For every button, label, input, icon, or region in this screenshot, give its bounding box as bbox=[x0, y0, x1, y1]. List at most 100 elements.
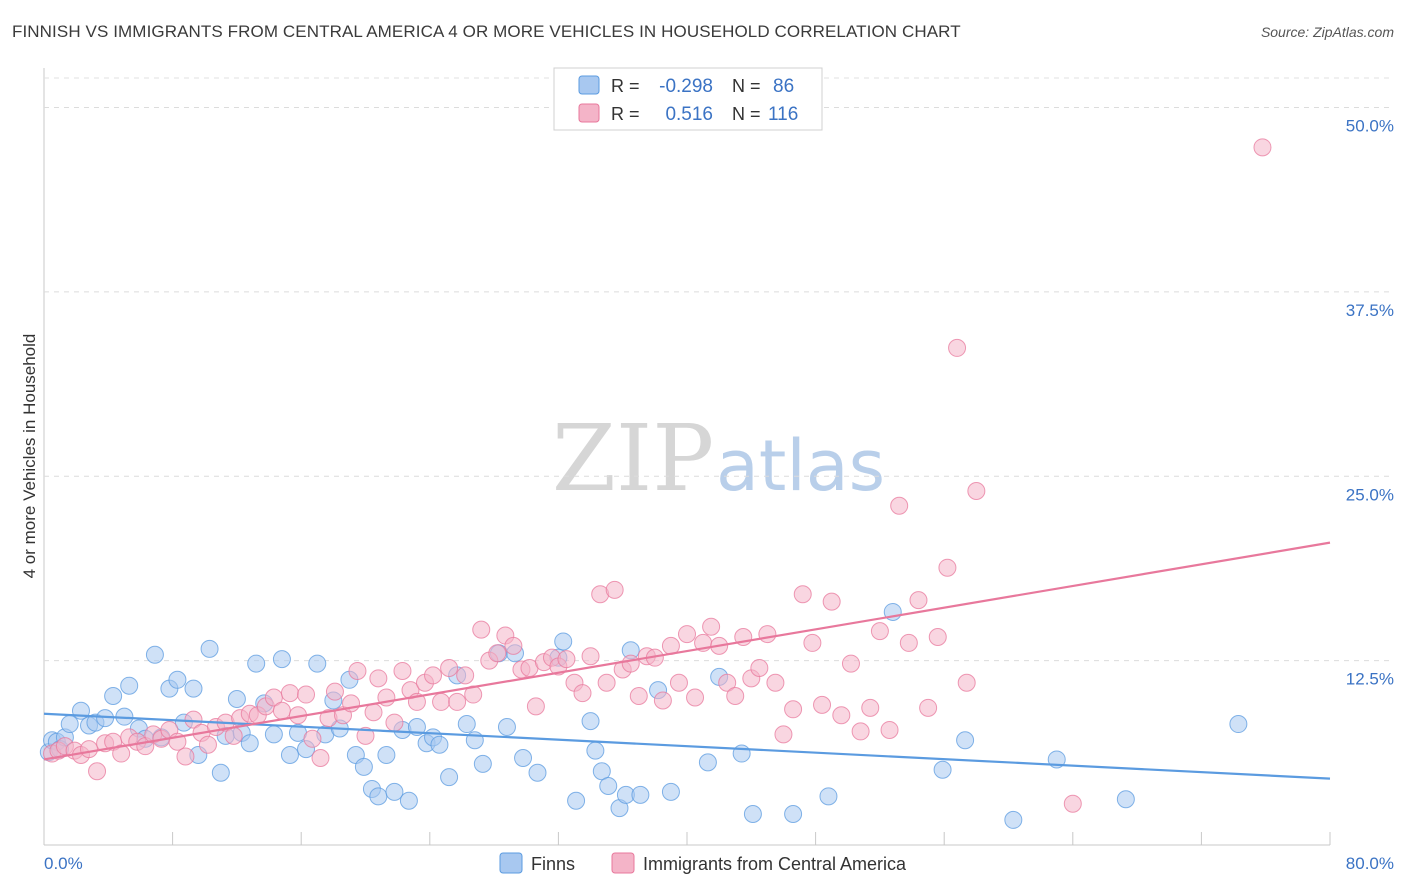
data-point bbox=[280, 746, 299, 765]
data-point bbox=[702, 617, 721, 636]
data-point bbox=[198, 735, 217, 754]
data-point bbox=[726, 687, 745, 706]
data-point bbox=[112, 744, 131, 763]
trend-lines bbox=[43, 541, 1331, 780]
data-point bbox=[88, 762, 107, 781]
data-point bbox=[224, 726, 243, 745]
data-point bbox=[718, 673, 737, 692]
data-point bbox=[272, 701, 291, 720]
data-point bbox=[1063, 794, 1082, 813]
bottom-legend-label-finns: Finns bbox=[531, 854, 575, 874]
data-point bbox=[311, 748, 330, 767]
data-point bbox=[581, 712, 600, 731]
data-point bbox=[432, 692, 451, 711]
y-axis-title: 4 or more Vehicles in Household bbox=[20, 334, 39, 579]
y-tick-label: 25.0% bbox=[1346, 485, 1394, 504]
watermark-zip: ZIP bbox=[552, 405, 714, 512]
data-point bbox=[774, 725, 793, 744]
data-point bbox=[473, 754, 492, 773]
trend-line-finns bbox=[43, 712, 1331, 780]
legend-n-value-immigrants: 116 bbox=[768, 104, 798, 125]
data-point bbox=[948, 338, 967, 357]
data-point bbox=[698, 753, 717, 772]
data-point bbox=[526, 697, 545, 716]
data-point bbox=[448, 692, 467, 711]
data-point bbox=[631, 785, 650, 804]
data-point bbox=[813, 695, 832, 714]
data-point bbox=[567, 791, 586, 810]
data-point bbox=[514, 748, 533, 767]
data-point bbox=[819, 787, 838, 806]
data-point bbox=[581, 647, 600, 666]
data-point bbox=[784, 700, 803, 719]
data-point bbox=[938, 558, 957, 577]
data-point bbox=[211, 763, 230, 782]
data-point bbox=[369, 669, 388, 688]
data-point bbox=[488, 644, 507, 663]
bottom-legend-swatch-immigrants bbox=[611, 852, 635, 874]
data-point bbox=[822, 592, 841, 611]
data-point bbox=[528, 763, 547, 782]
data-point bbox=[861, 698, 880, 717]
trend-line-immigrants bbox=[43, 541, 1331, 761]
chart-title: FINNISH VS IMMIGRANTS FROM CENTRAL AMERI… bbox=[12, 22, 961, 41]
legend-swatch-finns bbox=[578, 75, 600, 95]
data-point bbox=[247, 654, 266, 673]
data-point bbox=[758, 625, 777, 644]
data-point bbox=[456, 666, 475, 685]
data-point bbox=[933, 760, 952, 779]
data-point bbox=[176, 747, 195, 766]
legend-n-label-finns: N = bbox=[732, 76, 761, 96]
legend-n-value-finns: 86 bbox=[773, 76, 794, 97]
data-point bbox=[145, 645, 164, 664]
data-point bbox=[880, 720, 899, 739]
data-point bbox=[264, 725, 283, 744]
data-point bbox=[377, 746, 396, 765]
data-point bbox=[597, 673, 616, 692]
bottom-legend-label-immigrants: Immigrants from Central America bbox=[643, 854, 907, 874]
x-tick-label-max: 80.0% bbox=[1346, 854, 1394, 873]
series-legend: Finns Immigrants from Central America bbox=[499, 852, 907, 874]
data-point bbox=[457, 715, 476, 734]
data-point bbox=[280, 684, 299, 703]
data-point bbox=[653, 691, 672, 710]
data-point bbox=[890, 496, 909, 515]
y-tick-label: 12.5% bbox=[1346, 670, 1394, 689]
data-point bbox=[399, 791, 418, 810]
gridlines bbox=[44, 107, 1394, 662]
x-tick-label-min: 0.0% bbox=[44, 854, 83, 873]
data-point bbox=[184, 679, 203, 698]
watermark: ZIP atlas bbox=[552, 405, 885, 512]
data-point bbox=[803, 633, 822, 652]
data-point bbox=[430, 735, 449, 754]
data-point bbox=[497, 718, 516, 736]
data-point bbox=[629, 687, 648, 706]
data-point bbox=[272, 650, 291, 669]
data-point bbox=[325, 682, 344, 701]
data-point bbox=[1004, 810, 1023, 829]
data-point bbox=[669, 673, 688, 692]
data-point bbox=[440, 659, 459, 677]
data-point bbox=[870, 622, 889, 641]
data-point bbox=[621, 654, 640, 673]
data-point bbox=[554, 632, 573, 651]
data-point bbox=[227, 689, 246, 708]
data-point bbox=[841, 654, 860, 673]
data-point bbox=[661, 782, 680, 801]
data-point bbox=[424, 666, 443, 685]
data-point bbox=[784, 805, 803, 824]
data-point bbox=[369, 787, 388, 806]
data-point bbox=[599, 777, 618, 795]
chart-source: Source: ZipAtlas.com bbox=[1260, 24, 1394, 40]
data-point bbox=[385, 713, 404, 732]
legend-r-value-finns: -0.298 bbox=[659, 76, 713, 97]
data-point bbox=[348, 661, 367, 680]
data-point bbox=[104, 687, 123, 706]
data-point bbox=[957, 673, 976, 692]
data-point bbox=[557, 650, 576, 669]
data-point bbox=[851, 722, 870, 741]
legend-r-label-immigrants: R = bbox=[611, 104, 640, 124]
data-point bbox=[686, 688, 705, 707]
y-tick-label: 37.5% bbox=[1346, 301, 1394, 320]
data-point bbox=[928, 628, 947, 647]
